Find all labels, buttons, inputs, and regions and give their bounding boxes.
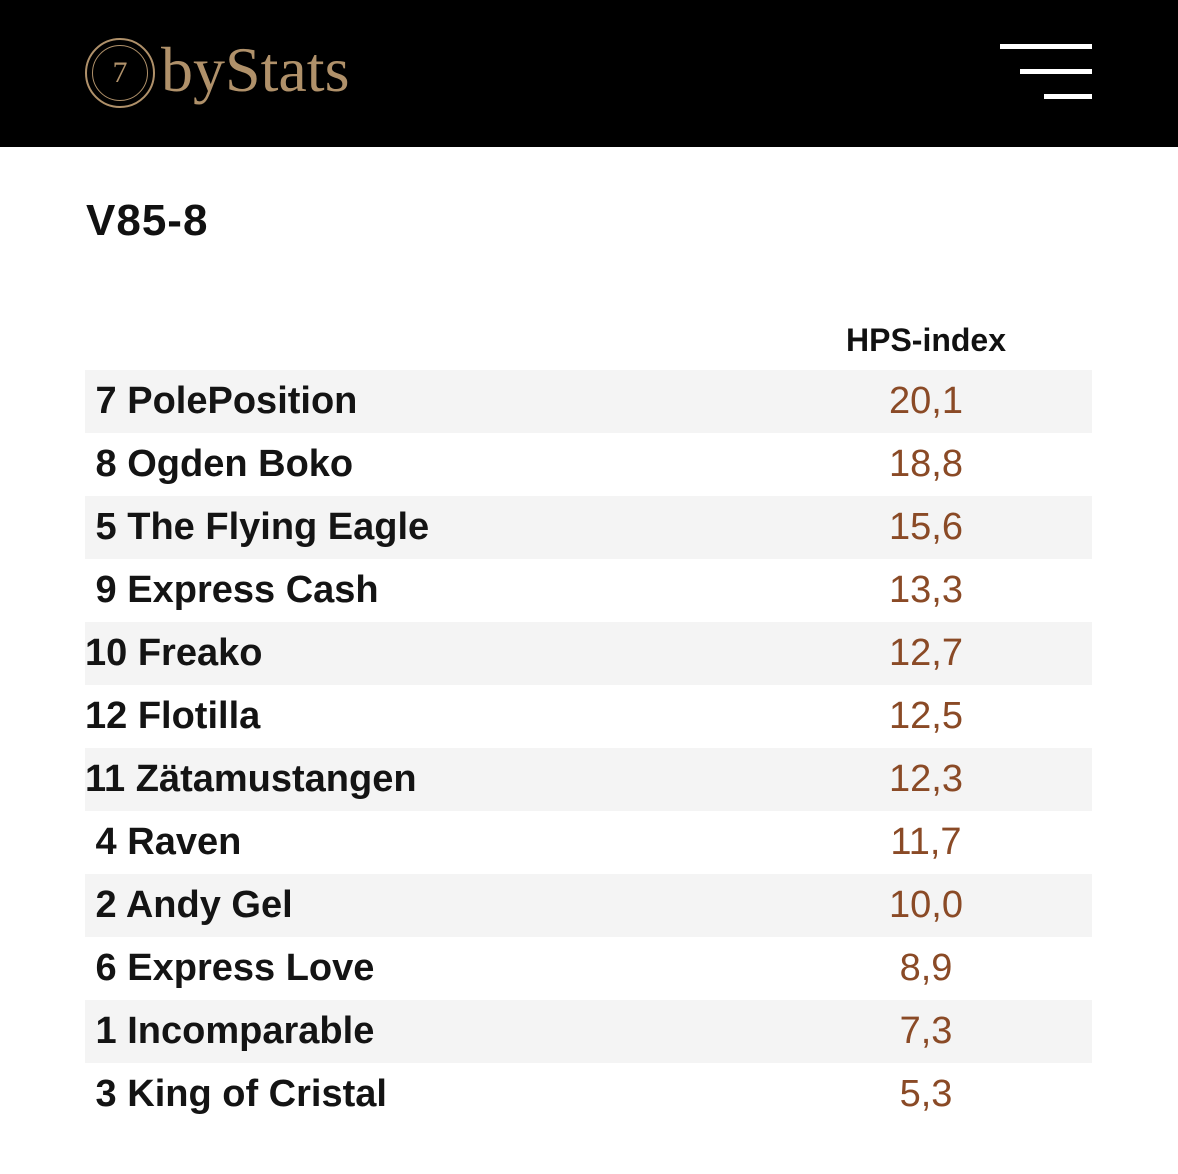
column-header-hps-index: HPS-index xyxy=(845,322,1007,358)
table-row: 7 PolePosition 20,1 xyxy=(85,370,1092,433)
table-row: 2 Andy Gel 10,0 xyxy=(85,874,1092,937)
table-row: 4 Raven 11,7 xyxy=(85,811,1092,874)
table-row: 5 The Flying Eagle 15,6 xyxy=(85,496,1092,559)
horse-name: 11 Zätamustangen xyxy=(85,758,417,800)
hamburger-menu-icon[interactable] xyxy=(1000,44,1092,100)
table-row: 11 Zätamustangen 12,3 xyxy=(85,748,1092,811)
menu-line xyxy=(1000,44,1092,49)
hps-value: 12,5 xyxy=(889,695,963,737)
horse-name: 6 Express Love xyxy=(85,947,375,989)
hps-table: 7 PolePosition 20,1 8 Ogden Boko 18,8 5 … xyxy=(85,370,1092,1126)
hps-value: 8,9 xyxy=(899,947,953,989)
horse-name: 4 Raven xyxy=(85,821,242,863)
logo-circle-icon: 7 xyxy=(85,38,155,108)
table-row: 3 King of Cristal 5,3 xyxy=(85,1063,1092,1126)
hps-value: 20,1 xyxy=(889,380,963,422)
horse-name: 3 King of Cristal xyxy=(85,1073,387,1115)
hps-value: 12,7 xyxy=(889,632,963,674)
menu-line xyxy=(1020,69,1092,74)
horse-name: 12 Flotilla xyxy=(85,695,261,737)
table-row: 8 Ogden Boko 18,8 xyxy=(85,433,1092,496)
hps-value: 7,3 xyxy=(899,1010,953,1052)
page-title: V85-8 xyxy=(86,196,209,245)
horse-name: 5 The Flying Eagle xyxy=(85,506,430,548)
bystats-logo[interactable]: 7 byStats xyxy=(85,35,349,111)
logo-number: 7 xyxy=(112,56,128,89)
table-row: 1 Incomparable 7,3 xyxy=(85,1000,1092,1063)
table-row: 6 Express Love 8,9 xyxy=(85,937,1092,1000)
logo-text: byStats xyxy=(161,34,350,105)
hps-value: 15,6 xyxy=(889,506,963,548)
hps-value: 10,0 xyxy=(889,884,963,926)
horse-name: 2 Andy Gel xyxy=(85,884,293,926)
horse-name: 1 Incomparable xyxy=(85,1010,375,1052)
hps-value: 13,3 xyxy=(889,569,963,611)
horse-name: 7 PolePosition xyxy=(85,380,358,422)
horse-name: 9 Express Cash xyxy=(85,569,379,611)
horse-name: 8 Ogden Boko xyxy=(85,443,354,485)
table-row: 12 Flotilla 12,5 xyxy=(85,685,1092,748)
table-row: 9 Express Cash 13,3 xyxy=(85,559,1092,622)
table-row: 10 Freako 12,7 xyxy=(85,622,1092,685)
hps-value: 11,7 xyxy=(890,821,962,863)
hps-value: 18,8 xyxy=(889,443,963,485)
top-header: 7 byStats xyxy=(0,0,1178,147)
menu-line xyxy=(1044,94,1092,99)
hps-value: 12,3 xyxy=(889,758,963,800)
hps-value: 5,3 xyxy=(899,1073,953,1115)
horse-name: 10 Freako xyxy=(85,632,263,674)
